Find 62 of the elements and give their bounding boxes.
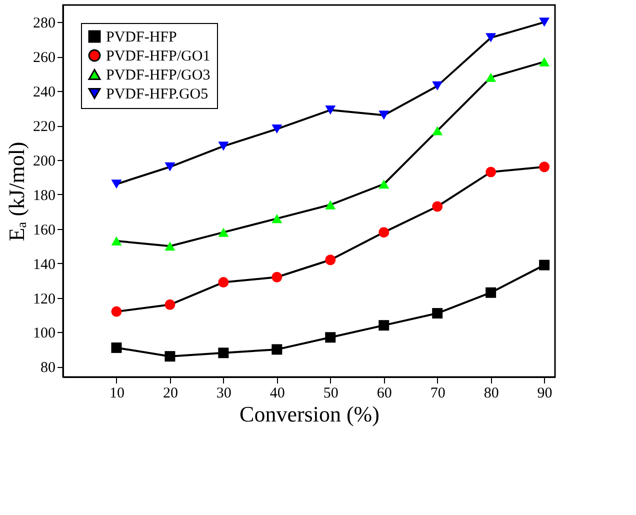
y-tick-label: 200 [33, 154, 56, 170]
point [272, 272, 282, 282]
point [164, 162, 176, 172]
point [486, 72, 496, 82]
point [325, 332, 336, 343]
legend-label: PVDF-HFP.GO5 [106, 86, 208, 102]
point [539, 18, 550, 27]
point [539, 260, 550, 270]
y-tick-label: 100 [33, 326, 56, 342]
point [164, 299, 176, 310]
y-tick-label: 140 [33, 256, 56, 273]
point [272, 344, 282, 355]
legend-label: PVDF-HFP/GO1 [106, 48, 210, 64]
y-tick-label: 160 [33, 222, 56, 238]
y-tick-label: 280 [33, 16, 56, 32]
point [218, 142, 229, 151]
y-tick-label: 120 [33, 291, 56, 308]
point [218, 228, 229, 237]
y-tick-label: 80 [40, 360, 56, 376]
point [486, 33, 496, 42]
point [325, 200, 336, 210]
point [539, 57, 550, 66]
y-tick-label: 220 [33, 119, 56, 136]
point [432, 308, 443, 319]
point [378, 110, 390, 120]
point [378, 180, 390, 189]
y-tick-label: 180 [33, 188, 56, 204]
x-tick-label: 60 [376, 386, 392, 402]
point [486, 166, 496, 178]
x-axis-title: Conversion (%) [240, 402, 380, 426]
point [111, 236, 122, 246]
legend-label: PVDF-HFP [106, 30, 177, 46]
point [432, 201, 443, 212]
point [111, 306, 122, 317]
point [539, 162, 550, 172]
point [325, 106, 336, 115]
x-tick-label: 70 [430, 386, 446, 402]
point [378, 320, 390, 331]
point [325, 254, 336, 266]
x-tick-label: 80 [484, 386, 499, 402]
point [272, 214, 282, 224]
legend-label: PVDF-HFP/GO3 [106, 68, 210, 84]
x-tick-label: 20 [162, 386, 178, 402]
point [378, 227, 390, 238]
point [432, 126, 443, 136]
point [111, 342, 122, 353]
point [164, 242, 176, 251]
point [164, 351, 176, 362]
y-tick-label: 240 [33, 84, 56, 101]
y-tick-label: 260 [33, 50, 56, 66]
x-tick-label: 40 [270, 386, 285, 402]
point [218, 348, 229, 358]
x-tick-label: 30 [216, 386, 232, 402]
point [432, 81, 443, 90]
point [272, 124, 282, 134]
point [486, 287, 496, 298]
point [218, 277, 229, 288]
x-tick-label: 90 [537, 386, 552, 402]
x-tick-label: 10 [109, 386, 124, 402]
y-axis-title: Eₐ (kJ/mol) [4, 142, 29, 242]
x-tick-label: 50 [323, 386, 338, 402]
point [111, 180, 122, 189]
